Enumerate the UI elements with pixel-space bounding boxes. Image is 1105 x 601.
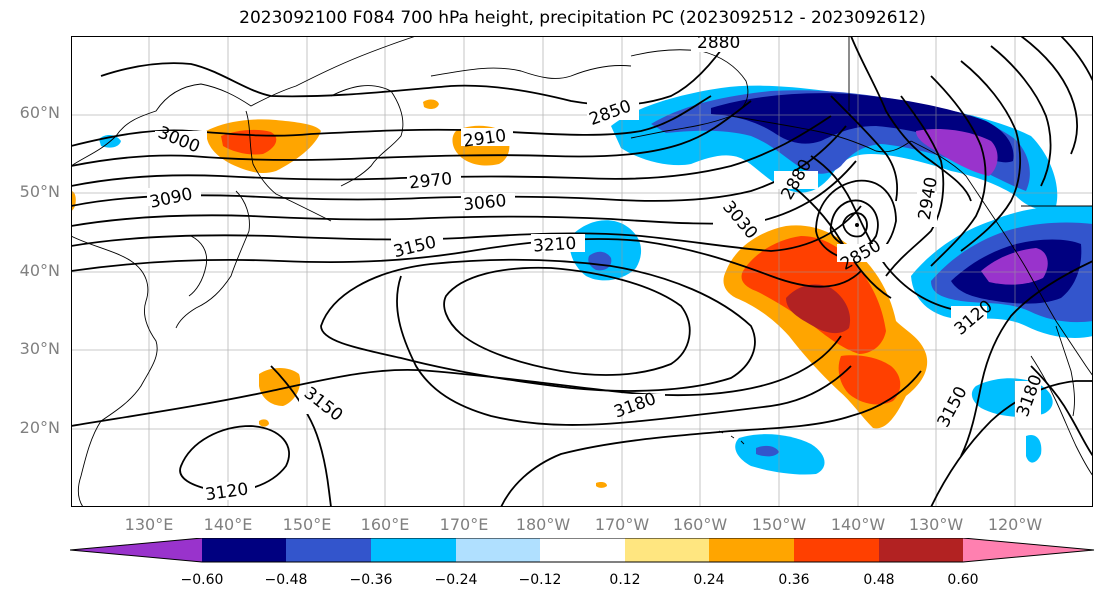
coast-korea-china — [71, 235, 158, 507]
colorbar-tick: −0.36 — [349, 572, 393, 588]
colorbar-tick: −0.48 — [264, 572, 308, 588]
lon-label-180w: 180°W — [515, 515, 571, 534]
lon-label-130e: 130°E — [124, 515, 174, 534]
low-center-marker — [855, 223, 859, 227]
contour-label: 2970 — [408, 169, 453, 193]
colorbar-tick: −0.60 — [180, 572, 224, 588]
colorbar-tick: 0.24 — [693, 572, 725, 588]
colorbar-tick: 0.60 — [947, 572, 979, 588]
shade-neg-mexico-2 — [1026, 434, 1042, 463]
coast-baja — [1055, 325, 1075, 417]
coast-chukotka — [430, 65, 632, 79]
shade-pos-hawaii-small — [596, 482, 607, 488]
shade-pos-okhotsk-small — [423, 99, 439, 109]
lon-label-160e: 160°E — [360, 515, 410, 534]
coast-bc-us — [910, 140, 1093, 377]
contour-label: 3060 — [462, 191, 507, 215]
lat-label-50n: 50°N — [19, 182, 60, 201]
colorbar-tick: 0.48 — [863, 572, 895, 588]
coast-sakhalin-kuril — [245, 110, 332, 222]
colorbar-segment — [371, 538, 456, 562]
shade-pos-nepac-south — [838, 355, 901, 405]
coast-japan — [175, 190, 250, 329]
lat-label-30n: 30°N — [19, 339, 60, 358]
colorbar — [70, 538, 1095, 563]
colorbar-segment-min — [70, 538, 202, 562]
shade-neg-hawaii — [735, 434, 825, 475]
colorbar-segment-max — [963, 538, 1094, 562]
colorbar-tick: 0.36 — [778, 572, 810, 588]
lon-label-160w: 160°W — [672, 515, 728, 534]
colorbar-segment — [540, 538, 625, 562]
shade-pos-wpac-south — [259, 368, 301, 406]
map-panel: 2880 2850 2910 2970 3000 3090 3060 3150 … — [71, 36, 1093, 507]
colorbar-segment — [794, 538, 879, 562]
coast-mexico — [1030, 355, 1093, 477]
shade-neg-westcoast-max — [981, 248, 1048, 285]
lon-label-140w: 140°W — [830, 515, 886, 534]
lon-label-150e: 150°E — [282, 515, 332, 534]
shade-pos-nepac-dark — [786, 284, 851, 334]
contour-label: 2880 — [697, 36, 740, 53]
shade-pos-wpac-small — [259, 419, 269, 427]
lat-label-40n: 40°N — [19, 261, 60, 280]
shade-neg-aleutian-dark — [711, 93, 1014, 163]
coast-asia — [71, 36, 417, 167]
colorbar-segment — [456, 538, 540, 562]
colorbar-tick: −0.12 — [518, 572, 562, 588]
lat-label-20n: 20°N — [19, 418, 60, 437]
lon-label-170e: 170°E — [439, 515, 489, 534]
coast-kamchatka — [330, 85, 404, 187]
contour-label: 3210 — [532, 234, 577, 257]
contour-labels: 2880 2850 2910 2970 3000 3090 3060 3150 … — [147, 36, 1047, 505]
lon-label-150w: 150°W — [751, 515, 807, 534]
colorbar-tick: 0.12 — [609, 572, 641, 588]
shade-neg-hawaii-mid — [756, 445, 779, 457]
colorbar-segment — [286, 538, 371, 562]
colorbar-segment — [202, 538, 286, 562]
lon-label-120w: 120°W — [987, 515, 1043, 534]
colorbar-segment — [879, 538, 963, 562]
coastlines — [71, 36, 1093, 507]
lon-label-130w: 130°W — [908, 515, 964, 534]
colorbar-segment — [625, 538, 709, 562]
lon-label-140e: 140°E — [203, 515, 253, 534]
coast-alaska — [630, 49, 912, 153]
colorbar-segment — [709, 538, 794, 562]
lon-label-170w: 170°W — [594, 515, 650, 534]
coast-korea — [188, 235, 208, 297]
map-title: 2023092100 F084 700 hPa height, precipit… — [239, 8, 926, 28]
lat-label-60n: 60°N — [19, 103, 60, 122]
colorbar-tick: −0.24 — [434, 572, 478, 588]
